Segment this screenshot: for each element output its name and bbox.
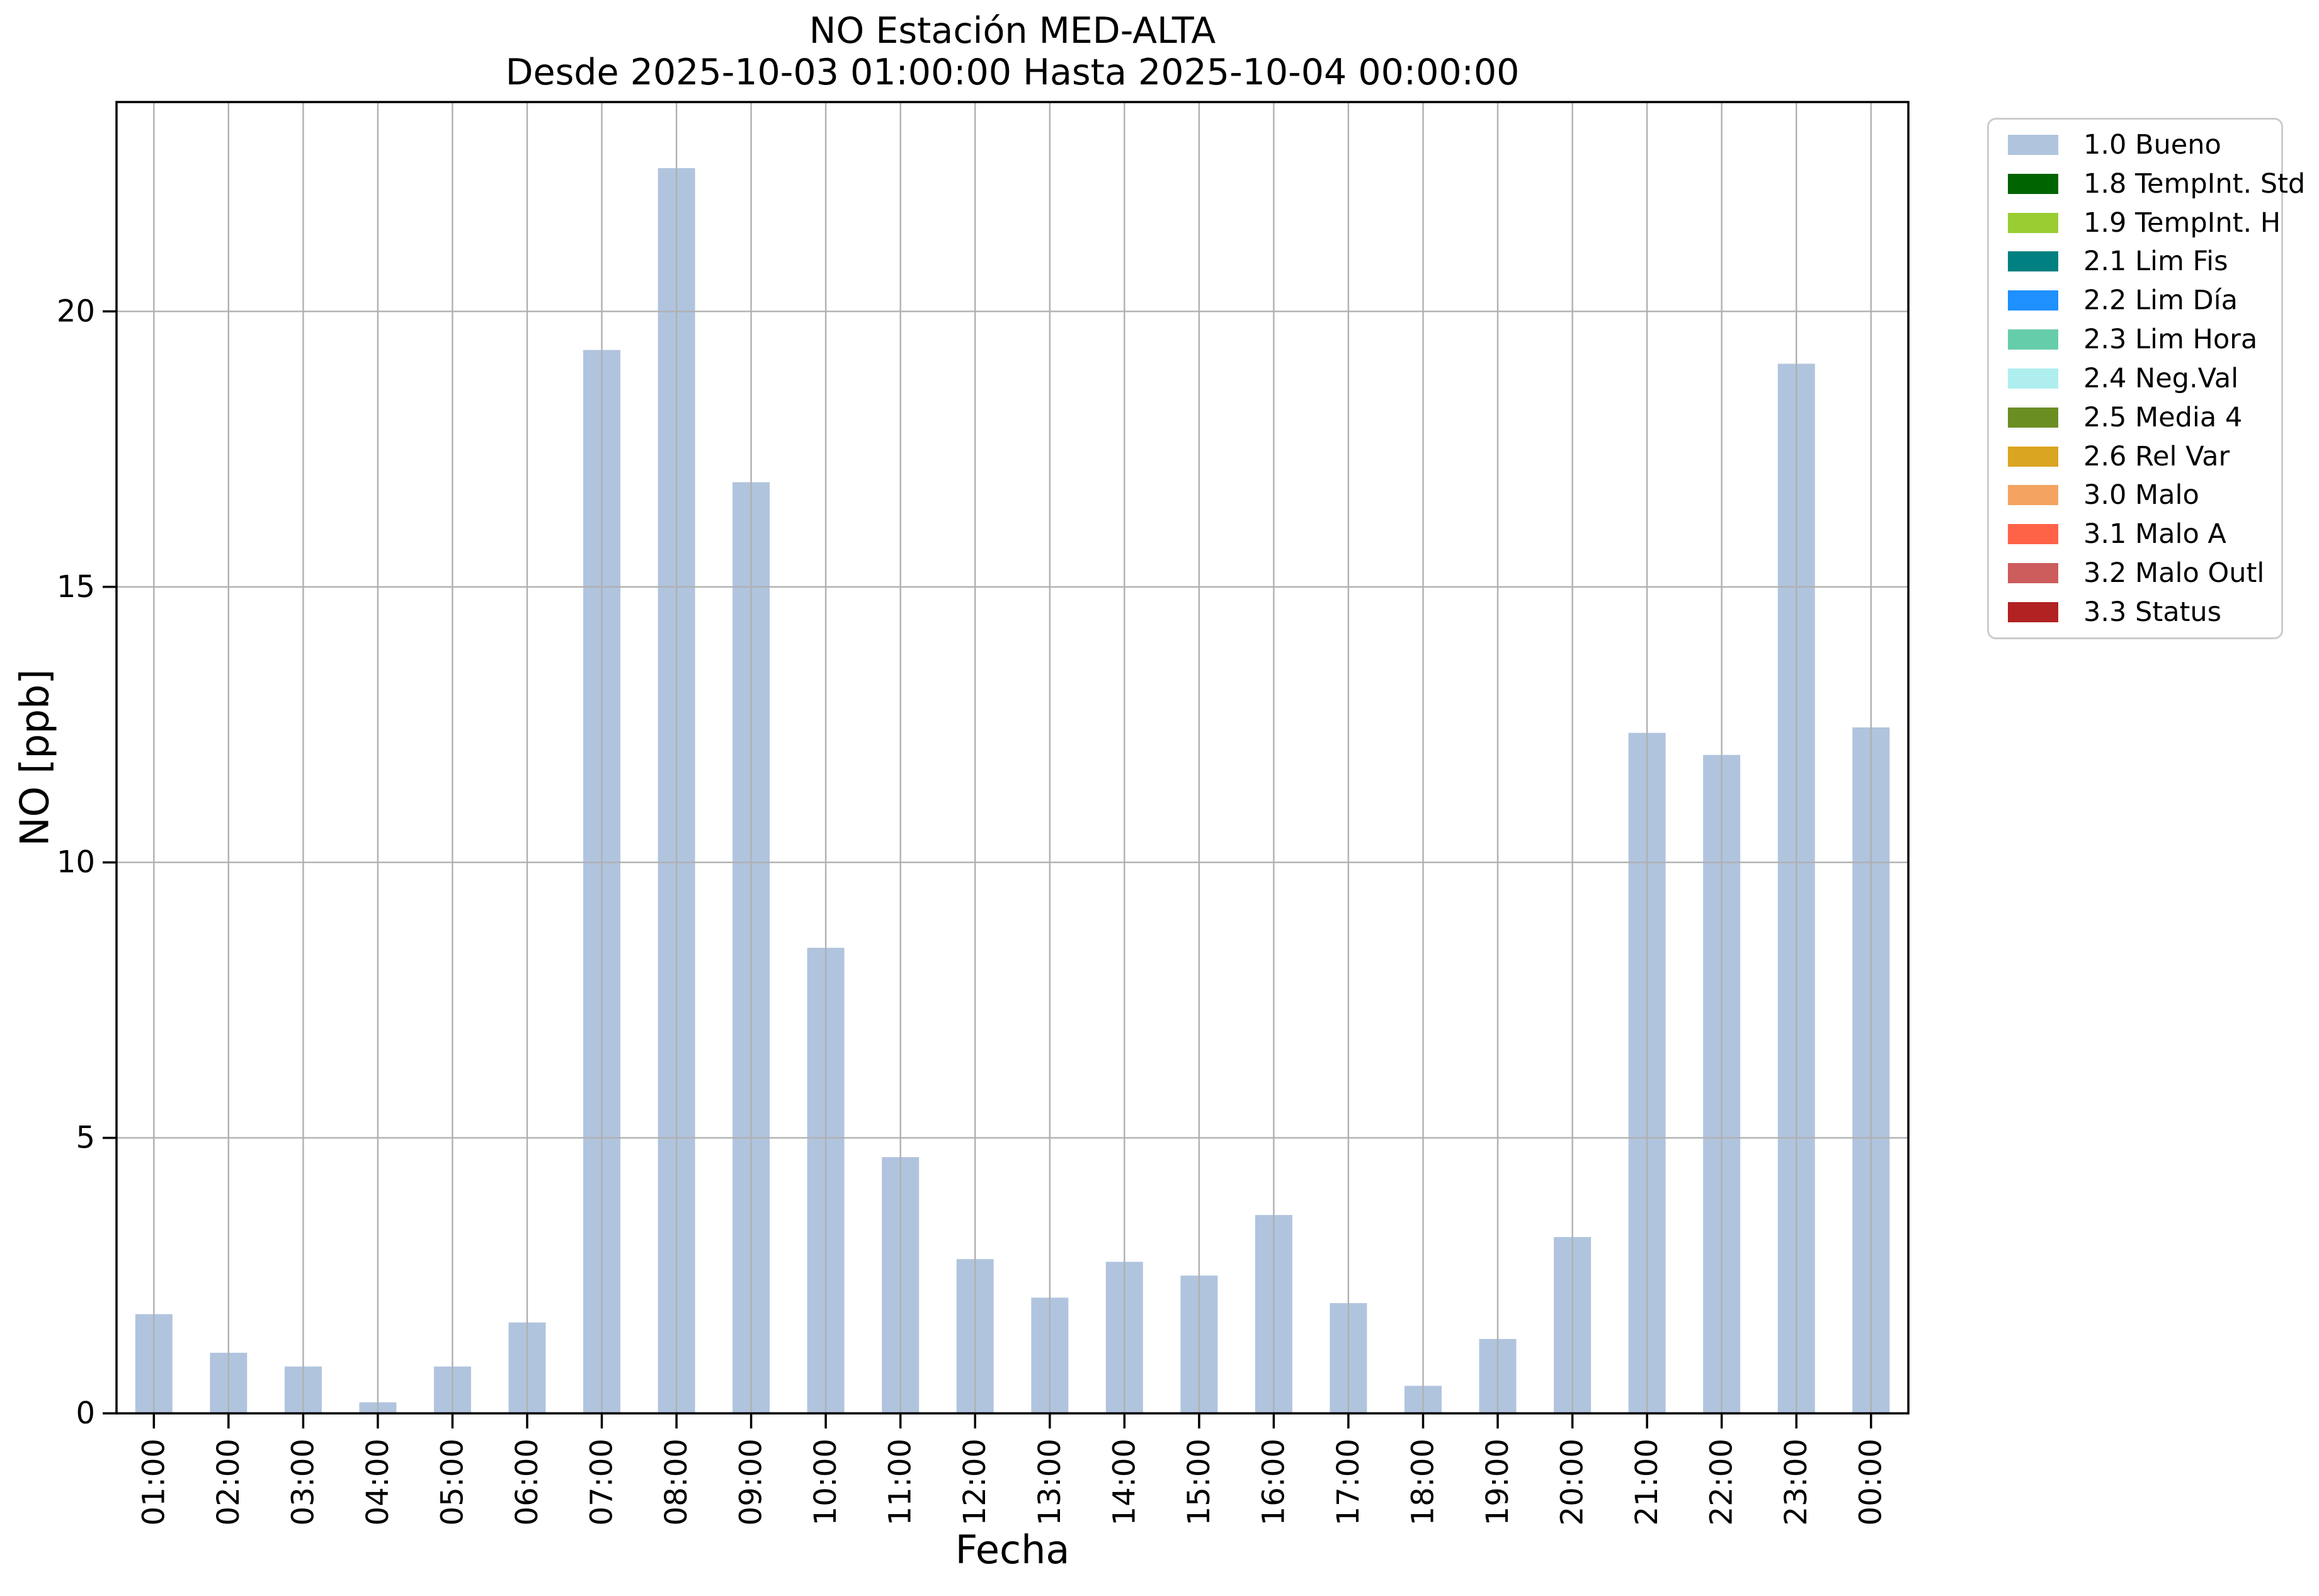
x-tick-label: 03:00: [285, 1439, 321, 1525]
x-tick-label: 15:00: [1182, 1439, 1217, 1525]
x-tick-label: 17:00: [1331, 1439, 1366, 1525]
legend-item: 2.2 Lim Día: [1989, 285, 2281, 317]
legend-label: 1.0 Bueno: [2083, 129, 2221, 161]
y-tick-label: 5: [76, 1120, 95, 1156]
legend-item: 2.3 Lim Hora: [1989, 324, 2281, 356]
title-block: NO Estación MED-ALTA Desde 2025-10-03 01…: [117, 10, 1908, 93]
legend-label: 3.3 Status: [2083, 596, 2222, 628]
legend-label: 3.2 Malo Outl: [2083, 557, 2265, 590]
y-tick-label: 20: [57, 294, 95, 329]
x-tick-label: 13:00: [1032, 1439, 1068, 1525]
legend-swatch: [2008, 524, 2058, 545]
legend-item: 2.6 Rel Var: [1989, 440, 2281, 472]
legend-swatch: [2008, 329, 2058, 350]
legend-item: 1.8 TempInt. Std: [1989, 168, 2305, 200]
y-tick-label: 15: [57, 569, 95, 605]
x-tick-label: 19:00: [1480, 1439, 1515, 1525]
legend-label: 2.4 Neg.Val: [2083, 362, 2239, 394]
legend-label: 2.6 Rel Var: [2083, 440, 2230, 472]
legend-label: 2.5 Media 4: [2083, 401, 2243, 433]
x-tick-label: 14:00: [1107, 1439, 1142, 1525]
legend-item: 2.4 Neg.Val: [1989, 362, 2281, 394]
y-tick-label: 10: [57, 845, 95, 880]
x-tick-label: 01:00: [136, 1439, 171, 1525]
legend-label: 3.1 Malo A: [2083, 518, 2226, 550]
x-tick-label: 21:00: [1629, 1439, 1665, 1525]
x-tick-label: 00:00: [1854, 1439, 1889, 1525]
x-tick-label: 08:00: [659, 1439, 694, 1525]
legend-swatch: [2008, 368, 2058, 389]
plot-frame: [115, 101, 1910, 1415]
x-tick-label: 20:00: [1555, 1439, 1590, 1525]
legend-item: 2.1 Lim Fis: [1989, 246, 2281, 278]
legend-label: 1.8 TempInt. Std: [2083, 168, 2306, 200]
x-tick-label: 11:00: [883, 1439, 918, 1525]
x-tick-label: 12:00: [957, 1439, 993, 1525]
chart-subtitle: Desde 2025-10-03 01:00:00 Hasta 2025-10-…: [505, 52, 1520, 93]
legend-item: 3.2 Malo Outl: [1989, 557, 2281, 590]
legend-swatch: [2008, 601, 2058, 622]
legend-item: 3.1 Malo A: [1989, 518, 2281, 550]
legend-label: 2.1 Lim Fis: [2083, 246, 2228, 278]
x-axis-label: Fecha: [955, 1527, 1070, 1573]
legend-label: 3.0 Malo: [2083, 479, 2199, 511]
y-tick-label: 0: [76, 1396, 95, 1431]
legend-item: 2.5 Media 4: [1989, 401, 2281, 433]
x-tick-label: 02:00: [211, 1439, 246, 1525]
x-tick-label: 10:00: [808, 1439, 843, 1525]
legend-swatch: [2008, 485, 2058, 506]
legend-item: 3.3 Status: [1989, 596, 2281, 628]
legend-swatch: [2008, 407, 2058, 428]
y-axis-label: NO [ppb]: [11, 669, 58, 846]
legend-item: 1.9 TempInt. H: [1989, 207, 2281, 239]
legend-label: 2.3 Lim Hora: [2083, 324, 2258, 356]
legend-item: 3.0 Malo: [1989, 479, 2281, 511]
legend-swatch: [2008, 446, 2058, 467]
legend-swatch: [2008, 290, 2058, 311]
legend: 1.0 Bueno 1.8 TempInt. Std 1.9 TempInt. H 2…: [1987, 118, 2305, 639]
x-tick-label: 18:00: [1406, 1439, 1441, 1525]
x-tick-label: 09:00: [734, 1439, 769, 1525]
legend-swatch: [2008, 173, 2058, 194]
x-tick-label: 04:00: [360, 1439, 396, 1525]
x-tick-label: 07:00: [584, 1439, 620, 1525]
x-tick-label: 05:00: [435, 1439, 470, 1525]
x-tick-label: 06:00: [510, 1439, 545, 1525]
legend-label: 2.2 Lim Día: [2083, 285, 2238, 317]
x-tick-label: 16:00: [1256, 1439, 1291, 1525]
legend-label: 1.9 TempInt. H: [2083, 207, 2281, 239]
chart-title: NO Estación MED-ALTA: [809, 10, 1216, 52]
legend-swatch: [2008, 251, 2058, 272]
x-tick-label: 22:00: [1704, 1439, 1740, 1525]
x-tick-label: 23:00: [1779, 1439, 1814, 1525]
legend-swatch: [2008, 212, 2058, 233]
legend-swatch: [2008, 135, 2058, 155]
legend-swatch: [2008, 563, 2058, 584]
legend-item: 1.0 Bueno: [1989, 129, 2281, 161]
